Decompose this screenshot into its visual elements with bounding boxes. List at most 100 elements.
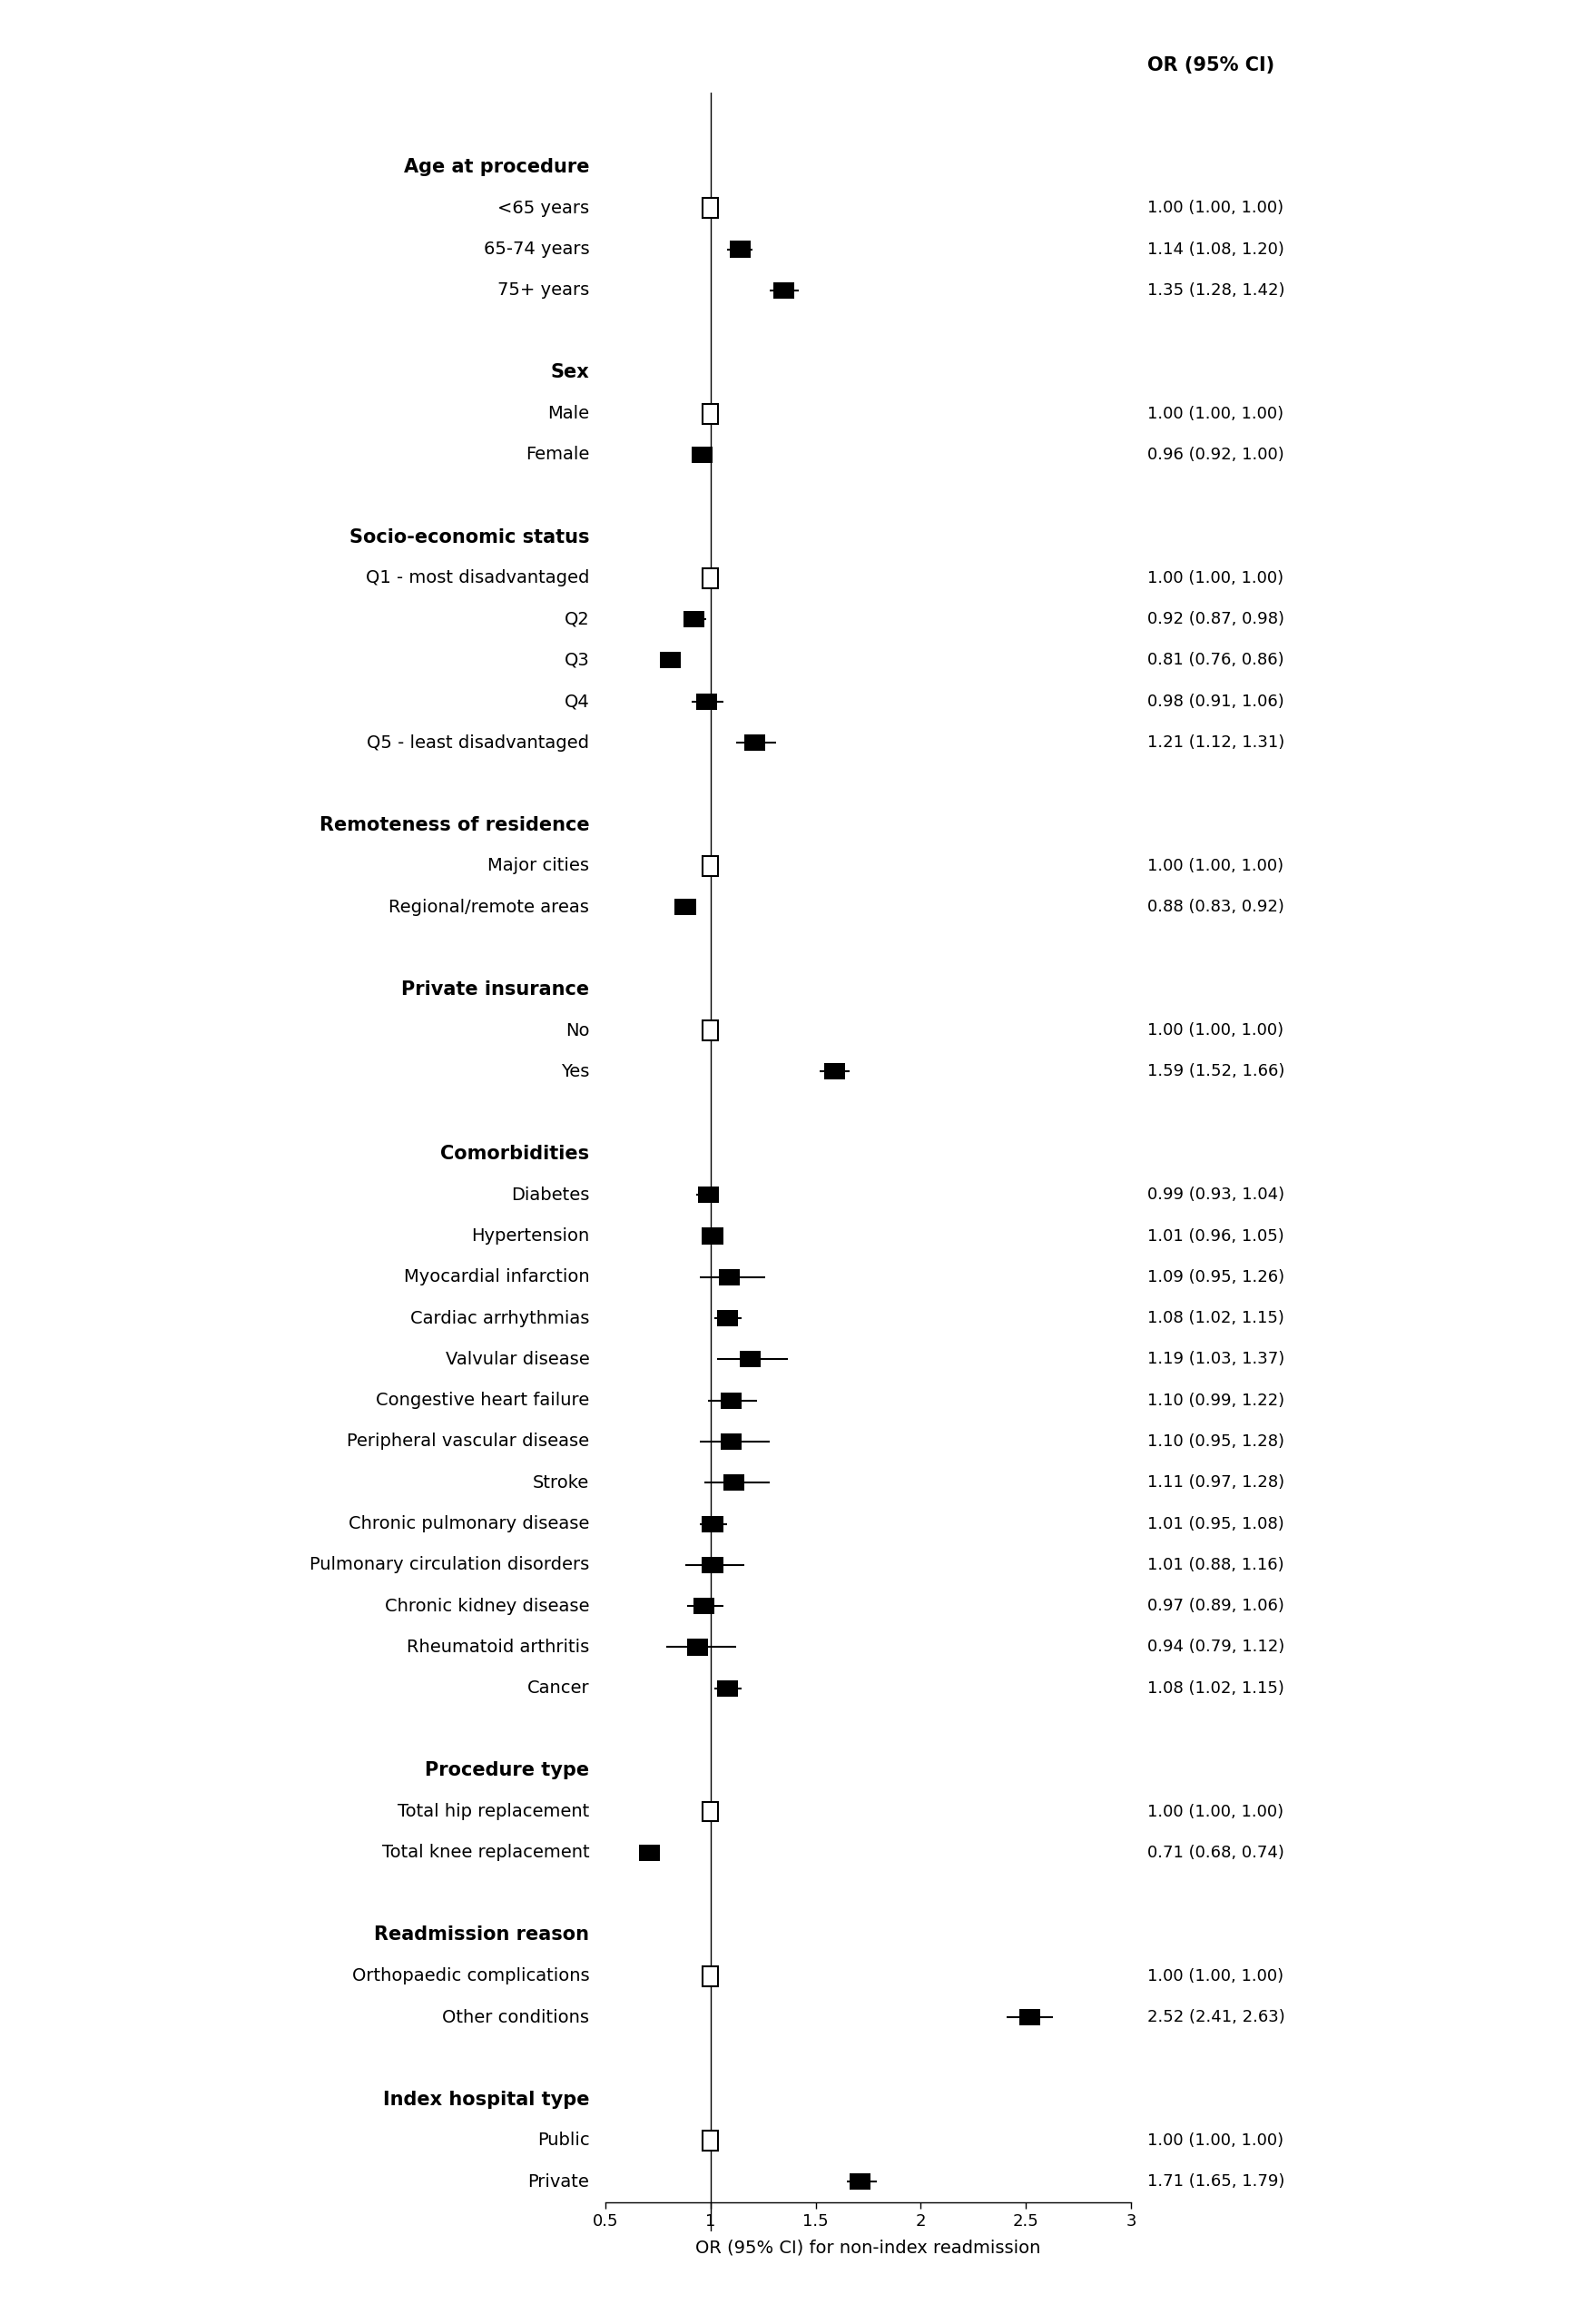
Text: Regional/remote areas: Regional/remote areas xyxy=(389,899,589,916)
Text: 75+ years: 75+ years xyxy=(497,281,589,300)
Text: 1.00 (1.00, 1.00): 1.00 (1.00, 1.00) xyxy=(1147,1023,1284,1039)
Text: 65-74 years: 65-74 years xyxy=(484,242,589,258)
Bar xyxy=(698,1188,718,1204)
Text: 0.92 (0.87, 0.98): 0.92 (0.87, 0.98) xyxy=(1147,611,1284,627)
Bar xyxy=(1020,2008,1040,2027)
Text: Comorbidities: Comorbidities xyxy=(440,1146,589,1162)
Text: Cancer: Cancer xyxy=(527,1680,589,1697)
Text: 1.19 (1.03, 1.37): 1.19 (1.03, 1.37) xyxy=(1147,1350,1284,1367)
Bar xyxy=(703,1020,718,1041)
Text: No: No xyxy=(566,1023,589,1039)
Text: 1.01 (0.96, 1.05): 1.01 (0.96, 1.05) xyxy=(1147,1227,1284,1243)
Text: Q4: Q4 xyxy=(564,693,589,711)
Text: Hypertension: Hypertension xyxy=(472,1227,589,1246)
Bar xyxy=(703,855,718,876)
Text: Rheumatoid arthritis: Rheumatoid arthritis xyxy=(406,1638,589,1655)
Text: Q2: Q2 xyxy=(564,611,589,627)
Text: 0.96 (0.92, 1.00): 0.96 (0.92, 1.00) xyxy=(1147,446,1284,462)
Bar xyxy=(703,1966,718,1987)
Bar xyxy=(722,1392,742,1408)
Text: 0.88 (0.83, 0.92): 0.88 (0.83, 0.92) xyxy=(1147,899,1284,916)
Bar xyxy=(824,1064,844,1081)
Bar xyxy=(717,1311,738,1327)
Text: 0.97 (0.89, 1.06): 0.97 (0.89, 1.06) xyxy=(1147,1599,1284,1615)
Text: Male: Male xyxy=(548,404,589,423)
Bar xyxy=(703,2131,718,2150)
Text: Major cities: Major cities xyxy=(487,858,589,874)
Text: 1.00 (1.00, 1.00): 1.00 (1.00, 1.00) xyxy=(1147,858,1284,874)
Text: Sex: Sex xyxy=(551,363,589,381)
Text: Peripheral vascular disease: Peripheral vascular disease xyxy=(347,1434,589,1450)
Text: Q3: Q3 xyxy=(564,651,589,669)
Bar xyxy=(693,1599,715,1615)
Text: Total hip replacement: Total hip replacement xyxy=(398,1803,589,1820)
Bar xyxy=(687,1638,709,1655)
Text: 0.81 (0.76, 0.86): 0.81 (0.76, 0.86) xyxy=(1147,653,1284,669)
Text: 0.71 (0.68, 0.74): 0.71 (0.68, 0.74) xyxy=(1147,1845,1284,1862)
Text: <65 years: <65 years xyxy=(497,200,589,216)
Bar xyxy=(717,1680,738,1697)
Text: Procedure type: Procedure type xyxy=(425,1762,589,1780)
Bar xyxy=(703,198,718,218)
Bar xyxy=(730,242,750,258)
Text: 1.00 (1.00, 1.00): 1.00 (1.00, 1.00) xyxy=(1147,404,1284,423)
Text: Q1 - most disadvantaged: Q1 - most disadvantaged xyxy=(366,569,589,586)
Bar xyxy=(696,693,717,709)
Text: Total knee replacement: Total knee replacement xyxy=(382,1845,589,1862)
Text: 0.94 (0.79, 1.12): 0.94 (0.79, 1.12) xyxy=(1147,1638,1284,1655)
Bar xyxy=(639,1845,660,1862)
Text: Chronic kidney disease: Chronic kidney disease xyxy=(386,1597,589,1615)
Text: 1.10 (0.95, 1.28): 1.10 (0.95, 1.28) xyxy=(1147,1434,1284,1450)
Bar xyxy=(683,611,704,627)
Text: 1.71 (1.65, 1.79): 1.71 (1.65, 1.79) xyxy=(1147,2173,1284,2189)
Bar xyxy=(703,1557,723,1573)
Bar xyxy=(739,1350,761,1367)
Text: Private insurance: Private insurance xyxy=(401,981,589,999)
Bar xyxy=(703,1227,723,1243)
Text: 1.00 (1.00, 1.00): 1.00 (1.00, 1.00) xyxy=(1147,200,1284,216)
Text: Chronic pulmonary disease: Chronic pulmonary disease xyxy=(349,1515,589,1532)
Text: Diabetes: Diabetes xyxy=(511,1185,589,1204)
Text: Private: Private xyxy=(527,2173,589,2189)
Text: 0.99 (0.93, 1.04): 0.99 (0.93, 1.04) xyxy=(1147,1188,1284,1204)
Text: 1.01 (0.88, 1.16): 1.01 (0.88, 1.16) xyxy=(1147,1557,1284,1573)
Text: Index hospital type: Index hospital type xyxy=(382,2089,589,2108)
Text: OR (95% CI): OR (95% CI) xyxy=(1147,56,1274,74)
Text: Q5 - least disadvantaged: Q5 - least disadvantaged xyxy=(366,734,589,751)
Text: 1.21 (1.12, 1.31): 1.21 (1.12, 1.31) xyxy=(1147,734,1284,751)
Text: Socio-economic status: Socio-economic status xyxy=(349,528,589,546)
Bar xyxy=(703,1515,723,1532)
Bar xyxy=(703,404,718,423)
Text: 1.35 (1.28, 1.42): 1.35 (1.28, 1.42) xyxy=(1147,281,1284,297)
Text: Readmission reason: Readmission reason xyxy=(374,1927,589,1945)
Text: 1.09 (0.95, 1.26): 1.09 (0.95, 1.26) xyxy=(1147,1269,1284,1285)
Bar xyxy=(660,653,682,669)
Text: Age at procedure: Age at procedure xyxy=(403,158,589,177)
Text: 1.11 (0.97, 1.28): 1.11 (0.97, 1.28) xyxy=(1147,1473,1284,1492)
Bar xyxy=(774,281,795,297)
Text: Yes: Yes xyxy=(561,1062,589,1081)
Text: 1.00 (1.00, 1.00): 1.00 (1.00, 1.00) xyxy=(1147,1968,1284,1985)
Text: 1.08 (1.02, 1.15): 1.08 (1.02, 1.15) xyxy=(1147,1680,1284,1697)
Text: Other conditions: Other conditions xyxy=(443,2008,589,2027)
Bar xyxy=(718,1269,739,1285)
Text: Remoteness of residence: Remoteness of residence xyxy=(319,816,589,834)
Text: Congestive heart failure: Congestive heart failure xyxy=(376,1392,589,1408)
Text: Female: Female xyxy=(526,446,589,462)
Text: 1.14 (1.08, 1.20): 1.14 (1.08, 1.20) xyxy=(1147,242,1284,258)
Bar xyxy=(723,1473,744,1492)
Text: 1.00 (1.00, 1.00): 1.00 (1.00, 1.00) xyxy=(1147,2133,1284,2150)
Bar xyxy=(744,734,765,751)
Text: Stroke: Stroke xyxy=(534,1473,589,1492)
Text: Myocardial infarction: Myocardial infarction xyxy=(403,1269,589,1285)
Text: 1.00 (1.00, 1.00): 1.00 (1.00, 1.00) xyxy=(1147,569,1284,586)
X-axis label: OR (95% CI) for non-index readmission: OR (95% CI) for non-index readmission xyxy=(696,2240,1040,2257)
Text: 1.08 (1.02, 1.15): 1.08 (1.02, 1.15) xyxy=(1147,1311,1284,1327)
Text: 0.98 (0.91, 1.06): 0.98 (0.91, 1.06) xyxy=(1147,693,1284,709)
Text: 2.52 (2.41, 2.63): 2.52 (2.41, 2.63) xyxy=(1147,2008,1284,2027)
Text: 1.01 (0.95, 1.08): 1.01 (0.95, 1.08) xyxy=(1147,1515,1284,1532)
Text: Public: Public xyxy=(537,2131,589,2150)
Bar xyxy=(722,1434,742,1450)
Bar xyxy=(675,899,696,916)
Bar xyxy=(691,446,712,462)
